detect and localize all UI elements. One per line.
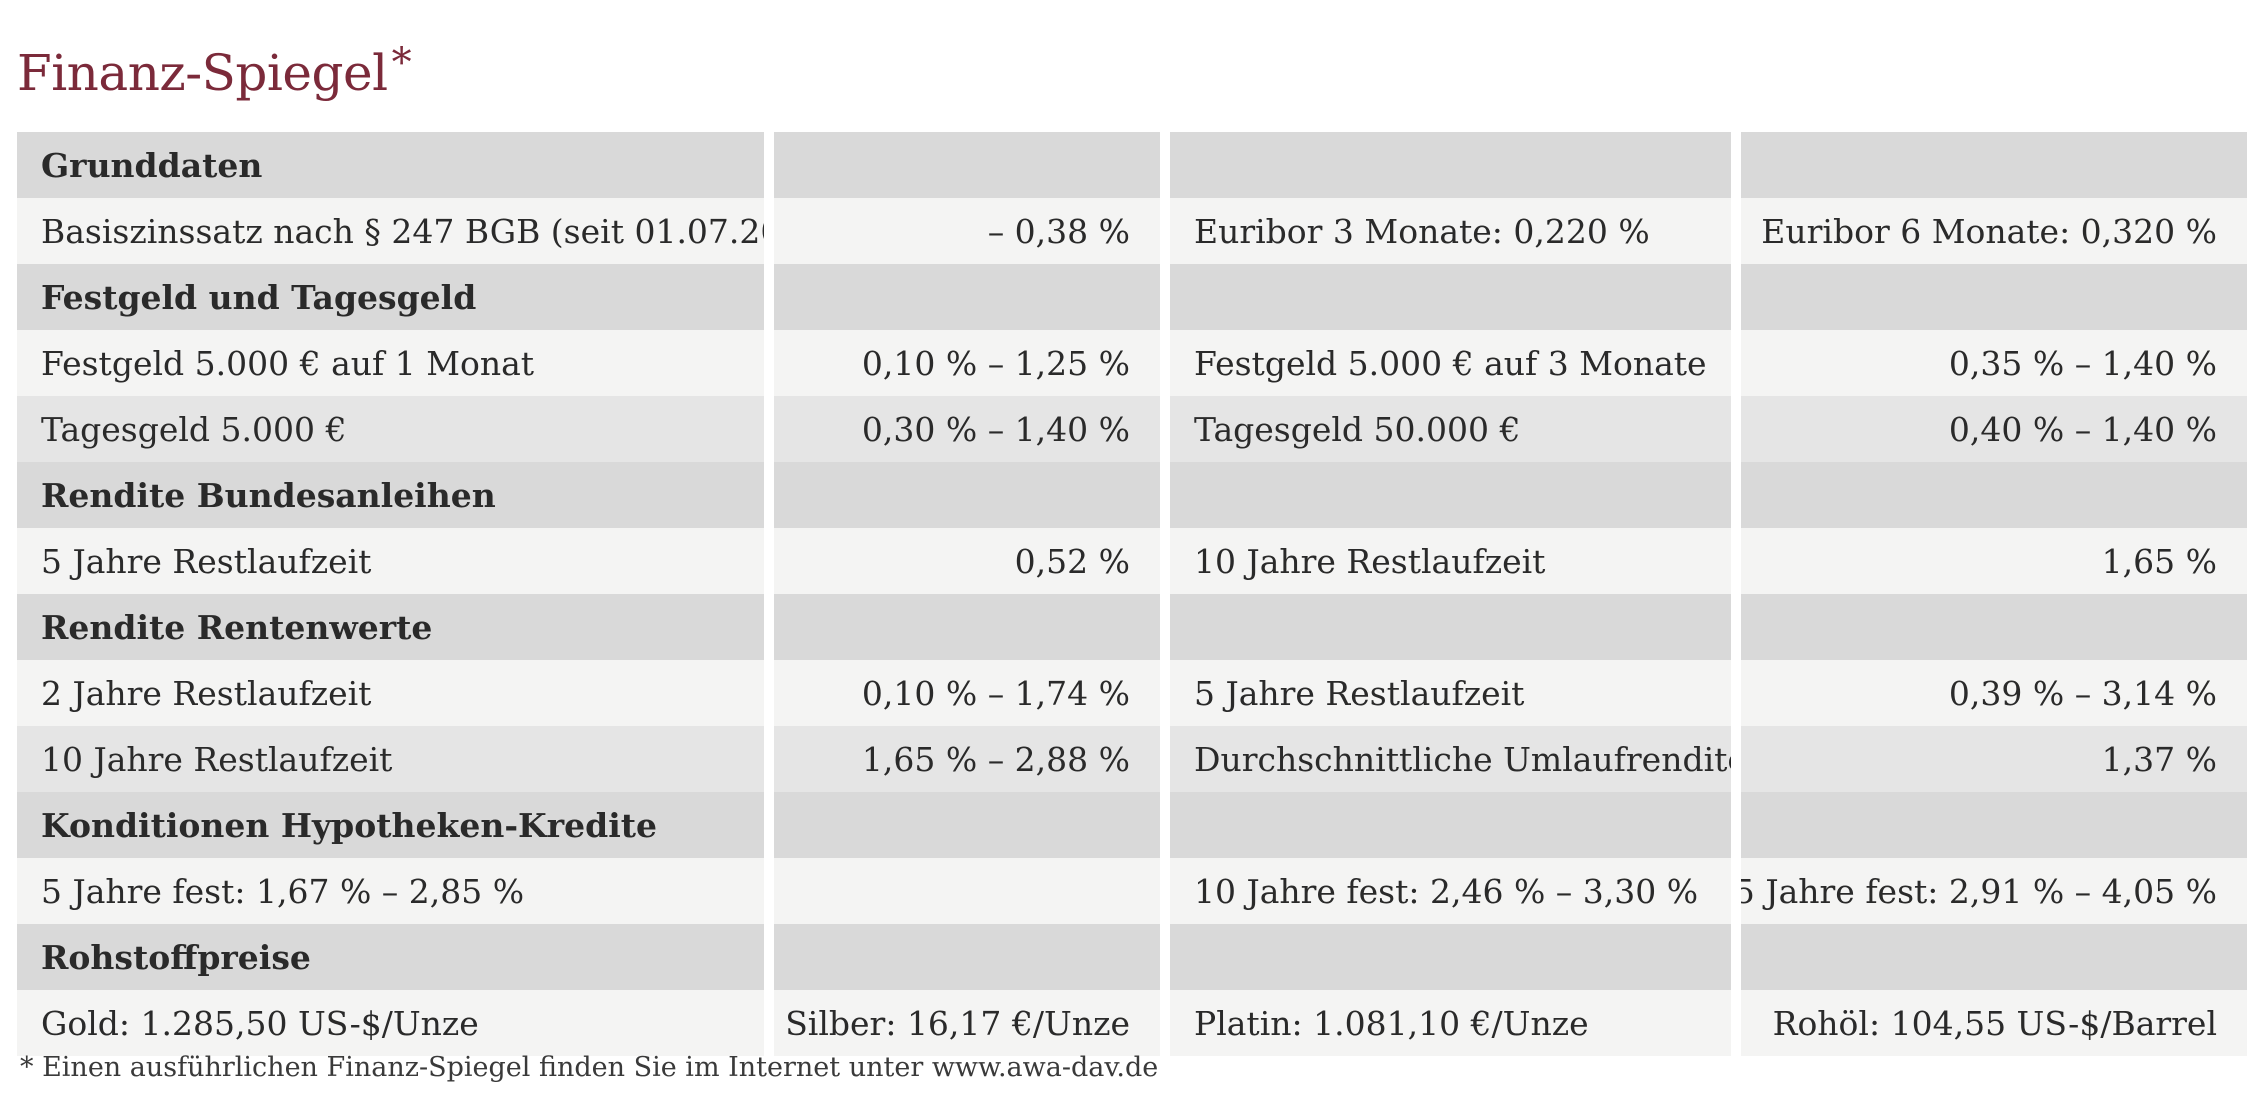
finance-table: Grunddaten Basiszinssatz nach § 247 BGB (… [17,132,2247,1056]
section-header-empty-cell [1170,462,1731,528]
section-heading: Rohstoffpreise [17,924,764,990]
row-label-cell: 5 Jahre fest: 1,67 % – 2,85 % [17,858,764,924]
section-header-empty-cell [774,462,1160,528]
row-value-cell: Euribor 6 Monate: 0,320 % [1741,198,2247,264]
row-label-cell: Festgeld 5.000 € auf 1 Monat [17,330,764,396]
section-heading: Grunddaten [17,132,764,198]
row-value-cell: 0,35 % – 1,40 % [1741,330,2247,396]
row-label-cell: Tagesgeld 50.000 € [1170,396,1731,462]
row-value-cell: 0,40 % – 1,40 % [1741,396,2247,462]
row-label-cell: Durchschnittliche Umlaufrendite [1170,726,1731,792]
page-title: Finanz-Spiegel * [17,40,412,102]
section-header-empty-cell [774,264,1160,330]
row-value-cell: 0,10 % – 1,74 % [774,660,1160,726]
row-value-cell: 15 Jahre fest: 2,91 % – 4,05 % [1741,858,2247,924]
row-value-cell: 0,39 % – 3,14 % [1741,660,2247,726]
row-value-cell: 0,52 % [774,528,1160,594]
section-header-empty-cell [1741,792,2247,858]
row-label-cell: Euribor 3 Monate: 0,220 % [1170,198,1731,264]
row-value-cell: Silber: 16,17 €/Unze [774,990,1160,1056]
section-header-empty-cell [774,132,1160,198]
row-value-cell: 1,65 % [1741,528,2247,594]
row-label-cell: 5 Jahre Restlaufzeit [17,528,764,594]
row-label-cell: 5 Jahre Restlaufzeit [1170,660,1731,726]
section-heading: Konditionen Hypotheken-Kredite [17,792,764,858]
section-header-empty-cell [1741,264,2247,330]
section-header-empty-cell [1741,594,2247,660]
row-value-cell: 1,65 % – 2,88 % [774,726,1160,792]
section-heading: Festgeld und Tagesgeld [17,264,764,330]
section-header-empty-cell [774,594,1160,660]
section-header-empty-cell [1170,132,1731,198]
section-header-empty-cell [1741,924,2247,990]
section-header-empty-cell [774,924,1160,990]
section-header-empty-cell [774,792,1160,858]
section-header-empty-cell [1170,264,1731,330]
row-label-cell: 2 Jahre Restlaufzeit [17,660,764,726]
row-label-cell: 10 Jahre Restlaufzeit [1170,528,1731,594]
row-value-cell: 0,30 % – 1,40 % [774,396,1160,462]
row-label-cell: Tagesgeld 5.000 € [17,396,764,462]
row-value-cell: Rohöl: 104,55 US-$/Barrel [1741,990,2247,1056]
row-label-cell: Gold: 1.285,50 US-$/Unze [17,990,764,1056]
section-header-empty-cell [1170,924,1731,990]
section-header-empty-cell [1741,462,2247,528]
row-value-cell: 1,37 % [1741,726,2247,792]
footnote: * Einen ausführlichen Finanz-Spiegel fin… [20,1052,1159,1083]
section-header-empty-cell [1741,132,2247,198]
section-heading: Rendite Rentenwerte [17,594,764,660]
section-header-empty-cell [1170,594,1731,660]
section-heading: Rendite Bundesanleihen [17,462,764,528]
section-header-empty-cell [1170,792,1731,858]
row-value-cell [774,858,1160,924]
row-value-cell: – 0,38 % [774,198,1160,264]
row-label-cell: 10 Jahre Restlaufzeit [17,726,764,792]
row-label-cell: Basiszinssatz nach § 247 BGB (seit 01.07… [17,198,764,264]
row-value-cell: 0,10 % – 1,25 % [774,330,1160,396]
row-label-cell: 10 Jahre fest: 2,46 % – 3,30 % [1170,858,1731,924]
title-footnote-marker: * [391,40,412,86]
row-label-cell: Festgeld 5.000 € auf 3 Monate [1170,330,1731,396]
row-label-cell: Platin: 1.081,10 €/Unze [1170,990,1731,1056]
title-text: Finanz-Spiegel [17,44,388,102]
